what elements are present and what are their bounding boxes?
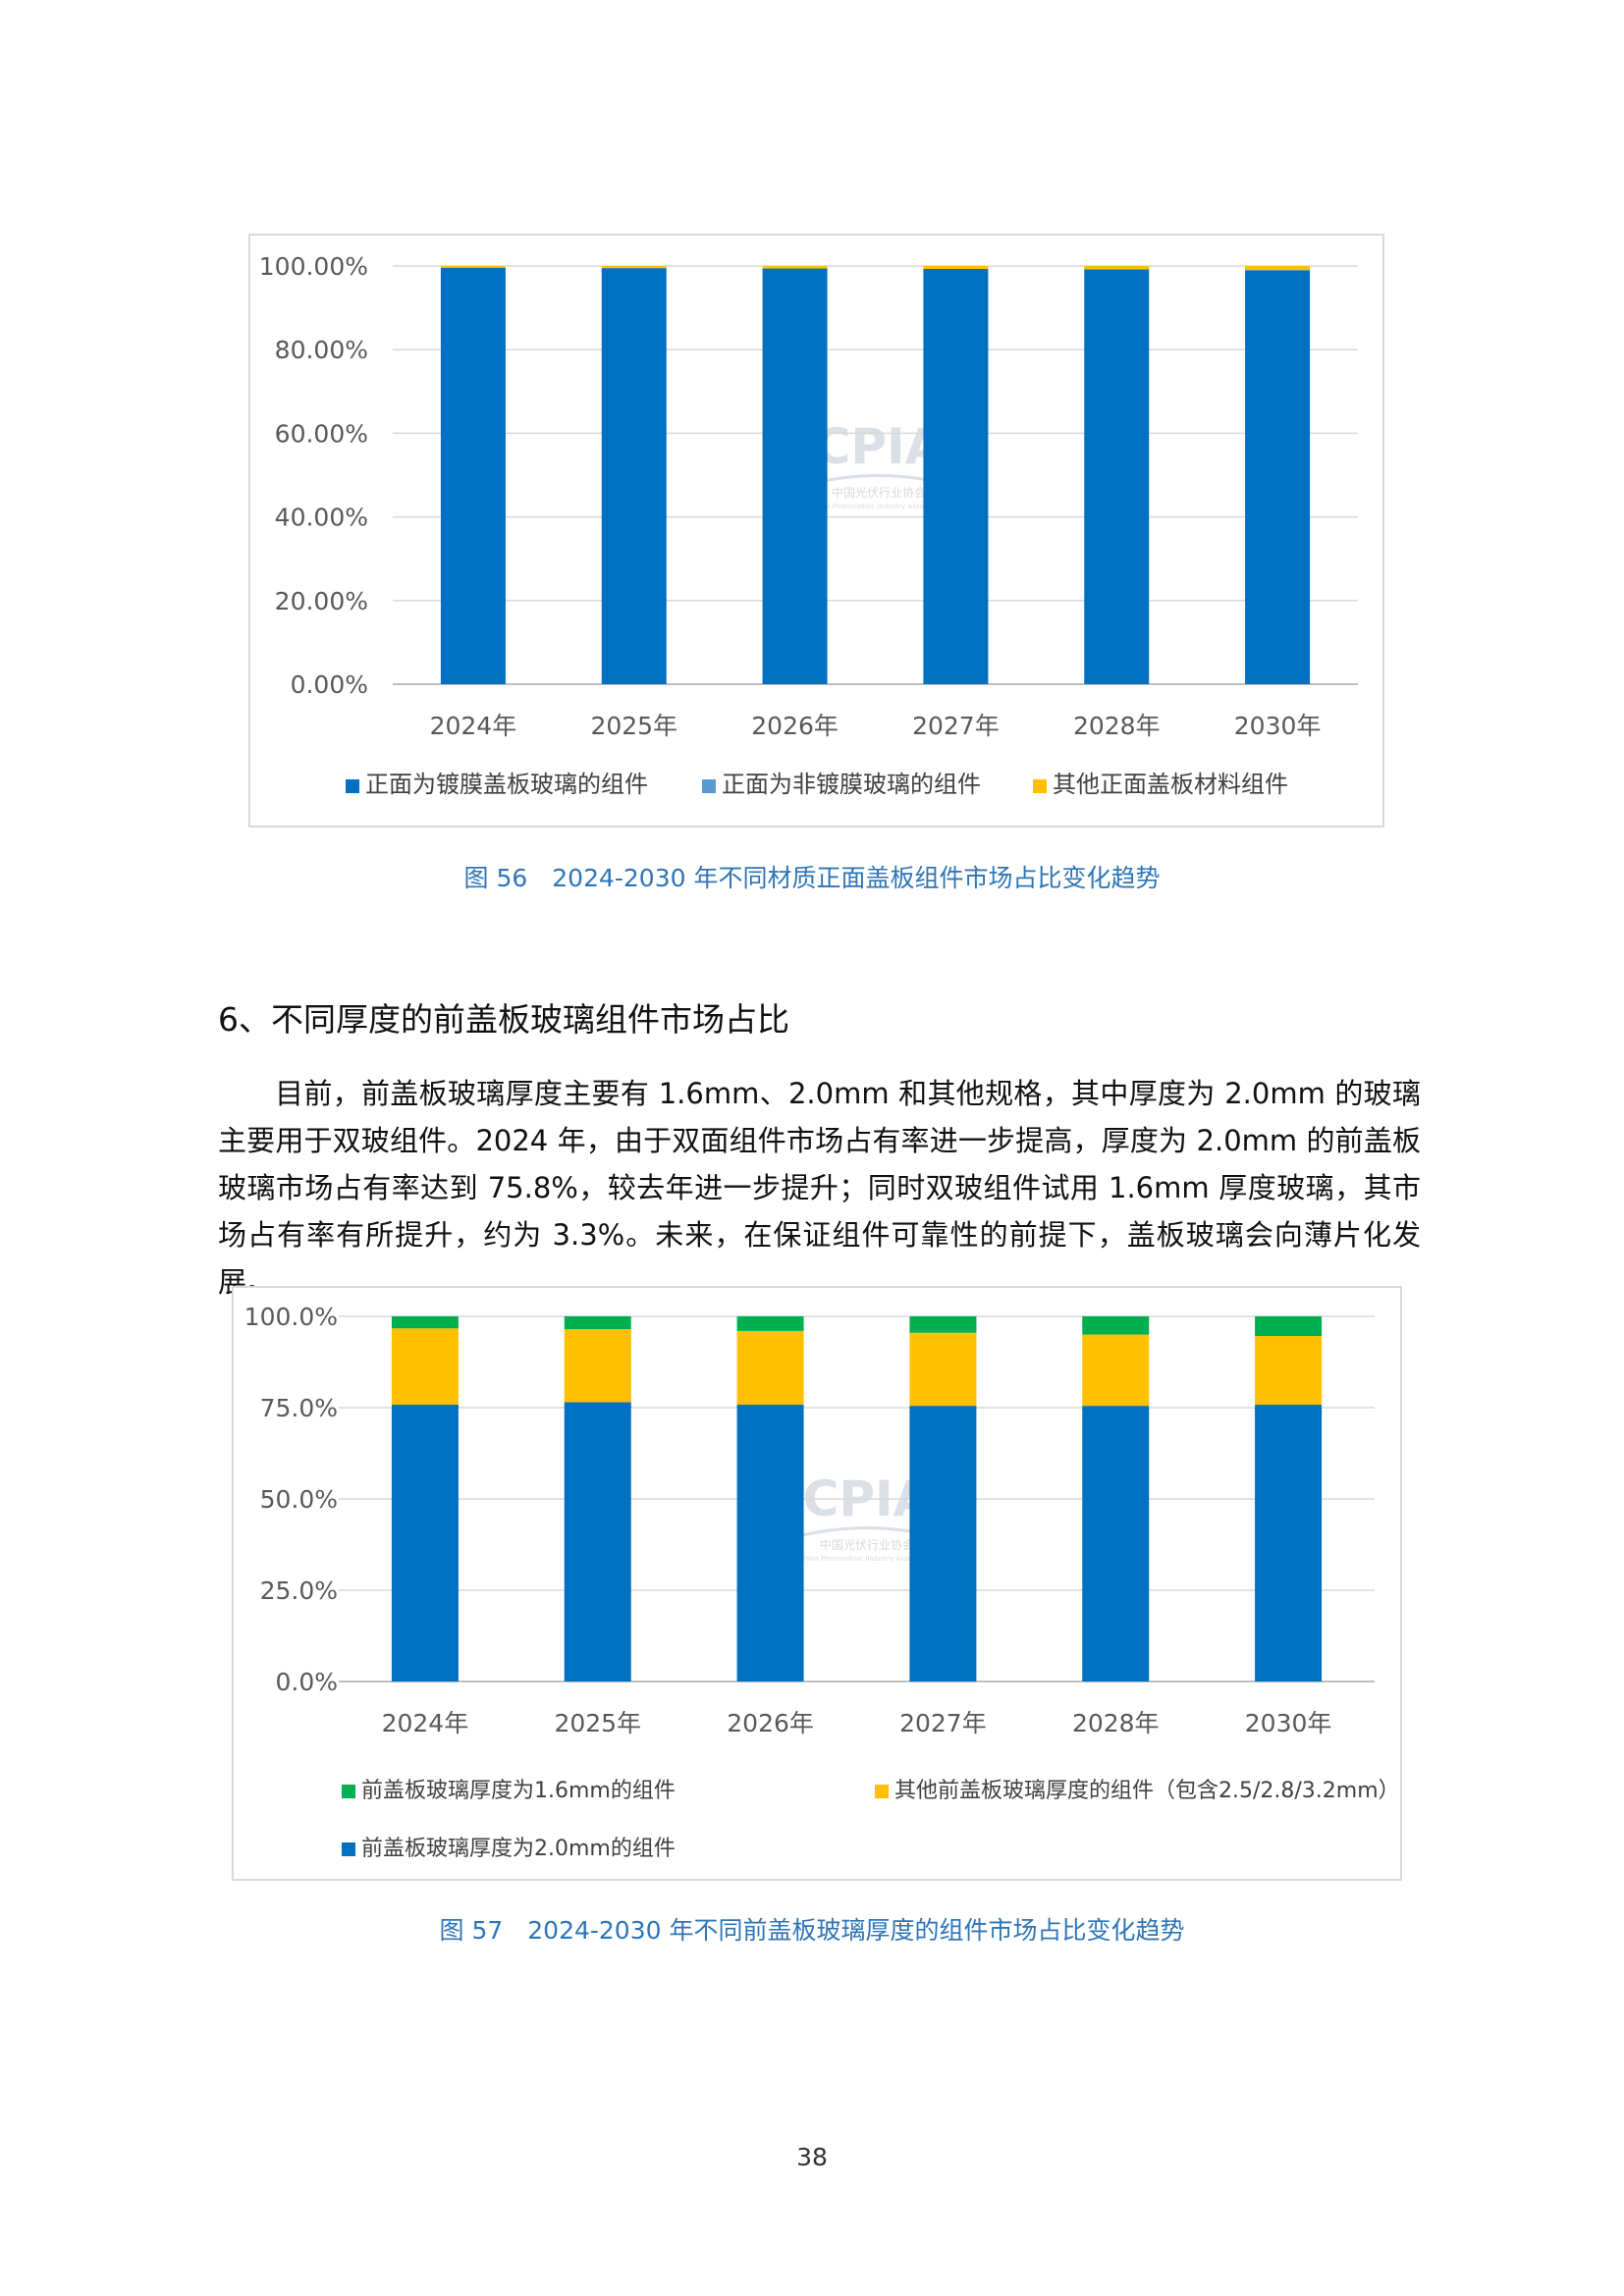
x-tick-label: 2028年 (1073, 712, 1161, 740)
y-tick-label: 100.0% (244, 1303, 338, 1331)
x-tick-label: 2027年 (899, 1709, 987, 1737)
x-tick-label: 2026年 (751, 712, 839, 740)
bar-segment (736, 1316, 804, 1331)
y-tick-label: 0.00% (291, 670, 368, 699)
bar-segment (1084, 269, 1150, 684)
x-tick-label: 2030年 (1245, 1709, 1332, 1737)
bar-segment (1255, 1405, 1323, 1682)
legend-label: 正面为镀膜盖板玻璃的组件 (365, 771, 648, 798)
bar-segment (391, 1316, 459, 1329)
x-tick-label: 2027年 (912, 712, 1000, 740)
figure-56-caption: 图 56 2024-2030 年不同材质正面盖板组件市场占比变化趋势 (463, 864, 1161, 892)
chart-56-svg: CPIA 中国光伏行业协会 China Photovoltaic Industry … (259, 252, 1358, 798)
legend-swatch (875, 1785, 889, 1798)
paragraph-text: 目前，前盖板玻璃厚度主要有 1.6mm、2.0mm 和其他规格，其中厚度为 2.… (218, 1077, 1421, 1299)
bar-segment (909, 1332, 977, 1407)
y-tick-label: 60.00% (275, 419, 368, 448)
x-tick-label: 2030年 (1234, 712, 1322, 740)
x-tick-label: 2028年 (1072, 1709, 1160, 1737)
watermark-logo: CPIA (815, 418, 944, 475)
bar-segment (762, 266, 828, 269)
page-number: 38 (796, 2143, 828, 2171)
legend-label: 前盖板玻璃厚度为2.0mm的组件 (361, 1837, 676, 1861)
bar-segment (564, 1329, 631, 1403)
bar-segment (1245, 270, 1311, 684)
bar-segment (1255, 1336, 1323, 1406)
legend-label: 其他前盖板玻璃厚度的组件（包含2.5/2.8/3.2mm） (894, 1779, 1400, 1803)
legend-swatch (342, 1842, 355, 1856)
watermark-name-cn: 中国光伏行业协会 (832, 485, 926, 500)
bar-segment (440, 267, 506, 684)
bar-segment (923, 268, 989, 684)
chart-57: CPIA 中国光伏行业协会 China Photovoltaic Industry … (232, 1286, 1402, 1881)
x-tick-label: 2024年 (430, 712, 517, 740)
bar-segment (564, 1402, 631, 1682)
legend-label: 前盖板玻璃厚度为1.6mm的组件 (361, 1779, 676, 1803)
legend-swatch (702, 779, 716, 793)
y-tick-label: 100.00% (259, 252, 368, 281)
watermark-name-en: China Photovoltaic Industry Association (811, 503, 947, 510)
legend-swatch (342, 1785, 355, 1798)
y-tick-label: 40.00% (275, 504, 368, 532)
y-tick-label: 50.0% (260, 1485, 338, 1514)
legend-swatch (346, 779, 359, 793)
bar-segment (1255, 1316, 1323, 1337)
y-tick-label: 75.0% (260, 1394, 338, 1422)
bar-segment (391, 1405, 459, 1682)
y-tick-label: 25.0% (260, 1576, 338, 1605)
bar-segment (1245, 266, 1311, 271)
figure-57-caption: 图 57 2024-2030 年不同前盖板玻璃厚度的组件市场占比变化趋势 (439, 1916, 1185, 1945)
bar-segment (923, 266, 989, 269)
bar-segment (601, 266, 667, 269)
x-tick-label: 2024年 (382, 1709, 469, 1737)
x-tick-label: 2025年 (554, 1709, 641, 1737)
bar-segment (1084, 266, 1150, 270)
bar-segment (909, 1406, 977, 1682)
bar-segment (440, 266, 506, 268)
legend-swatch (1033, 779, 1047, 793)
bar-segment (736, 1330, 804, 1406)
bar-segment (1082, 1316, 1150, 1335)
bar-segment (762, 268, 828, 684)
chart-56: CPIA 中国光伏行业协会 China Photovoltaic Industry … (248, 234, 1384, 828)
y-tick-label: 20.00% (275, 587, 368, 615)
legend-label: 其他正面盖板材料组件 (1053, 771, 1288, 798)
x-tick-label: 2026年 (727, 1709, 814, 1737)
legend-label: 正面为非镀膜玻璃的组件 (722, 771, 981, 798)
body-paragraph: 目前，前盖板玻璃厚度主要有 1.6mm、2.0mm 和其他规格，其中厚度为 2.… (218, 1070, 1421, 1306)
watermark-name-cn: 中国光伏行业协会 (820, 1537, 914, 1552)
y-tick-label: 80.00% (275, 336, 368, 364)
y-tick-label: 0.0% (275, 1668, 338, 1696)
bar-segment (391, 1328, 459, 1406)
bar-segment (1082, 1334, 1150, 1407)
watermark-name-en: China Photovoltaic Industry Association (799, 1555, 936, 1563)
bar-segment (564, 1316, 631, 1330)
bar-segment (601, 268, 667, 684)
bar-segment (909, 1316, 977, 1333)
x-tick-label: 2025年 (590, 712, 677, 740)
section-heading: 6、不同厚度的前盖板玻璃组件市场占比 (218, 1000, 789, 1039)
cpia-watermark: CPIA 中国光伏行业协会 China Photovoltaic Industry … (780, 418, 978, 510)
bar-segment (736, 1405, 804, 1682)
bar-segment (1082, 1406, 1150, 1682)
